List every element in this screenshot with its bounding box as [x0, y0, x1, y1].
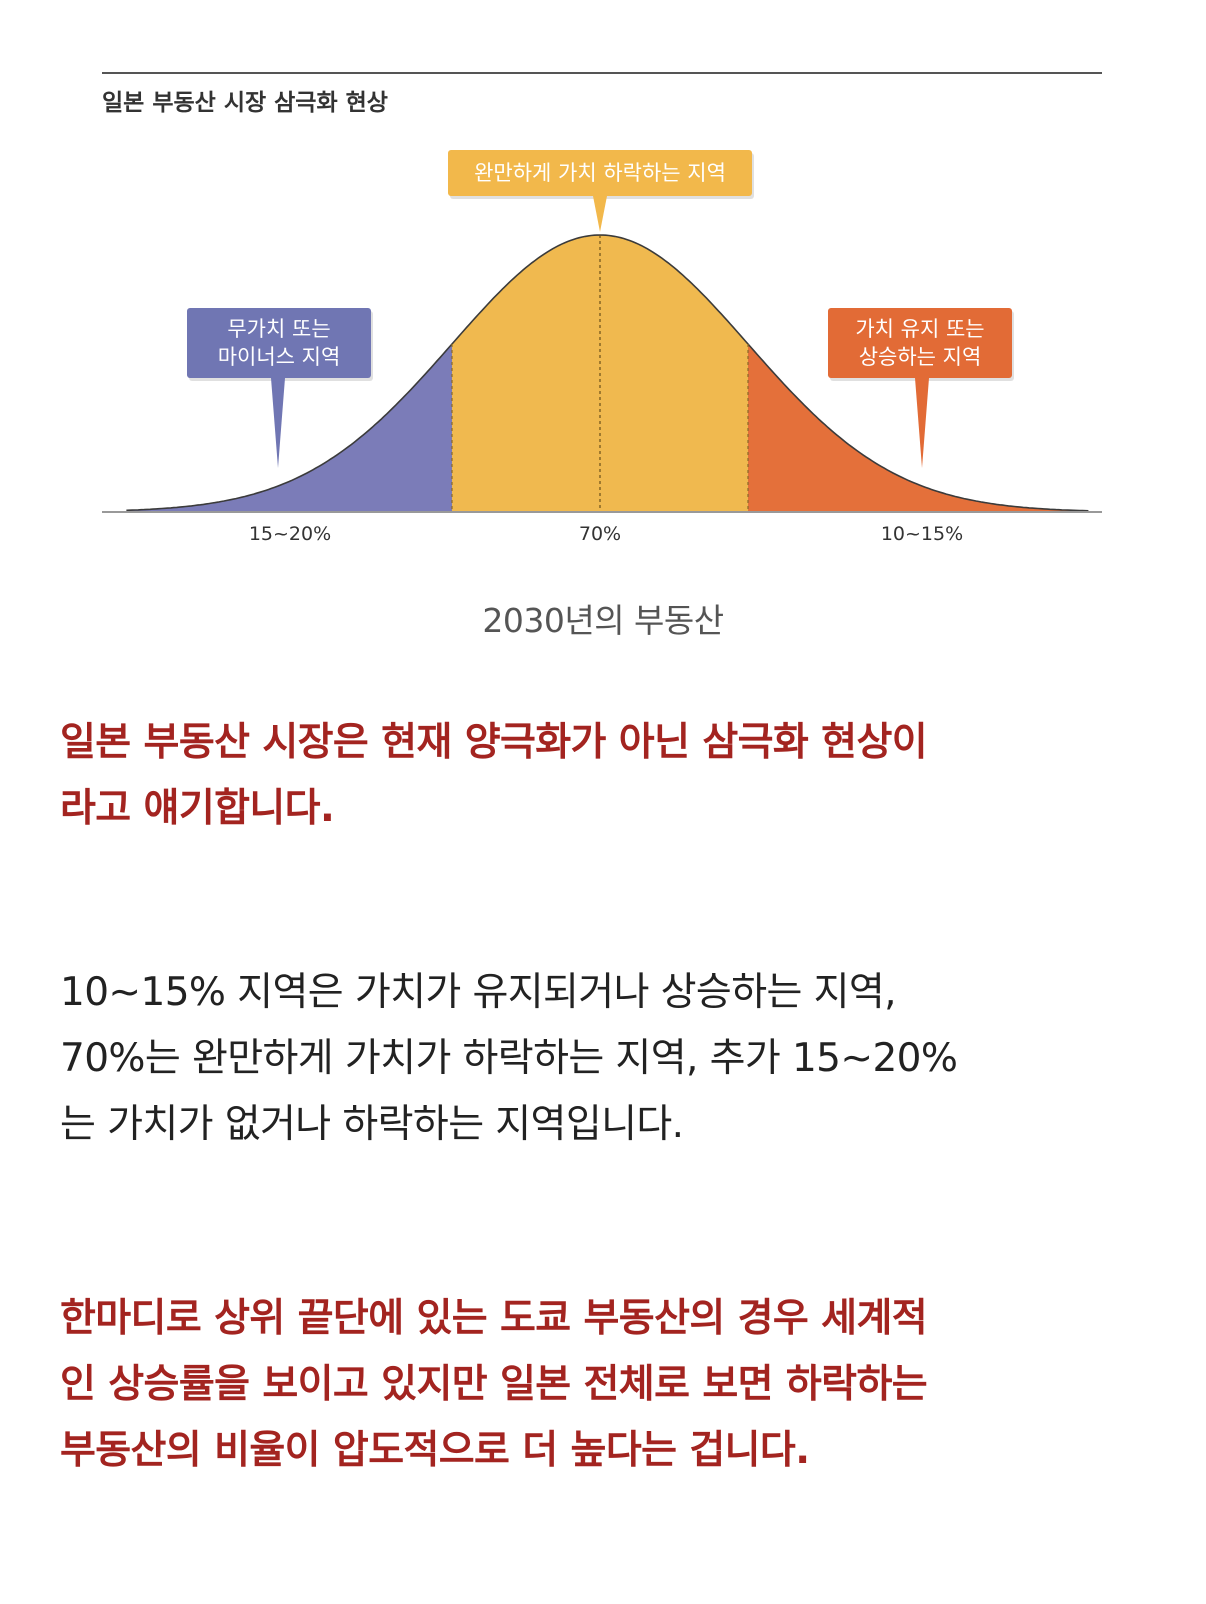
callout-box-3	[828, 308, 1012, 378]
paragraph-line: 한마디로 상위 끝단에 있는 도쿄 부동산의 경우 세계적	[60, 1296, 928, 1341]
paragraph-line: 부동산의 비율이 압도적으로 더 높다는 겁니다.	[60, 1428, 810, 1473]
paragraph-line: 일본 부동산 시장은 현재 양극화가 아닌 삼극화 현상이	[60, 720, 928, 765]
paragraph-line: 는 가치가 없거나 하락하는 지역입니다.	[60, 1102, 684, 1147]
callout-label-3: 가치 유지 또는	[855, 317, 984, 341]
chart-title: 일본 부동산 시장 삼극화 현상	[102, 90, 388, 116]
segment-area-1	[126, 344, 453, 512]
callout-pointer-2	[593, 196, 607, 232]
callout-label-2: 완만하게 가치 하락하는 지역	[474, 161, 726, 185]
paragraph-conclusion: 한마디로 상위 끝단에 있는 도쿄 부동산의 경우 세계적 인 상승률을 보이고…	[60, 1286, 1150, 1484]
share-label-3: 10~15%	[881, 523, 963, 545]
paragraph-line: 10~15% 지역은 가치가 유지되거나 상승하는 지역,	[60, 970, 897, 1015]
callout-box-2	[448, 150, 752, 196]
callout-label-3: 상승하는 지역	[859, 345, 982, 369]
paragraph-intro: 일본 부동산 시장은 현재 양극화가 아닌 삼극화 현상이 라고 얘기합니다.	[60, 710, 1150, 842]
curve-line	[126, 234, 1089, 512]
share-label-1: 15~20%	[249, 523, 331, 545]
paragraph-line: 70%는 완만하게 가치가 하락하는 지역, 추가 15~20%	[60, 1036, 958, 1081]
figure-caption: 2030년의 부동산	[482, 601, 724, 640]
callout-box-1	[187, 308, 371, 378]
paragraph-line: 라고 얘기합니다.	[60, 786, 335, 831]
paragraph-line: 인 상승률을 보이고 있지만 일본 전체로 보면 하락하는	[60, 1362, 928, 1407]
share-label-2: 70%	[579, 523, 621, 545]
callout-label-1: 무가치 또는	[227, 317, 330, 341]
bell-curve-chart: 일본 부동산 시장 삼극화 현상 15~20% 70% 10~15% 무가치 또는마이…	[102, 72, 1102, 545]
callout-pointer-3	[915, 378, 929, 468]
callout-label-1: 마이너스 지역	[218, 345, 341, 369]
callout-pointer-1	[271, 378, 285, 468]
paragraph-explanation: 10~15% 지역은 가치가 유지되거나 상승하는 지역, 70%는 완만하게 …	[60, 960, 1150, 1158]
segment-area-3	[748, 344, 1089, 512]
